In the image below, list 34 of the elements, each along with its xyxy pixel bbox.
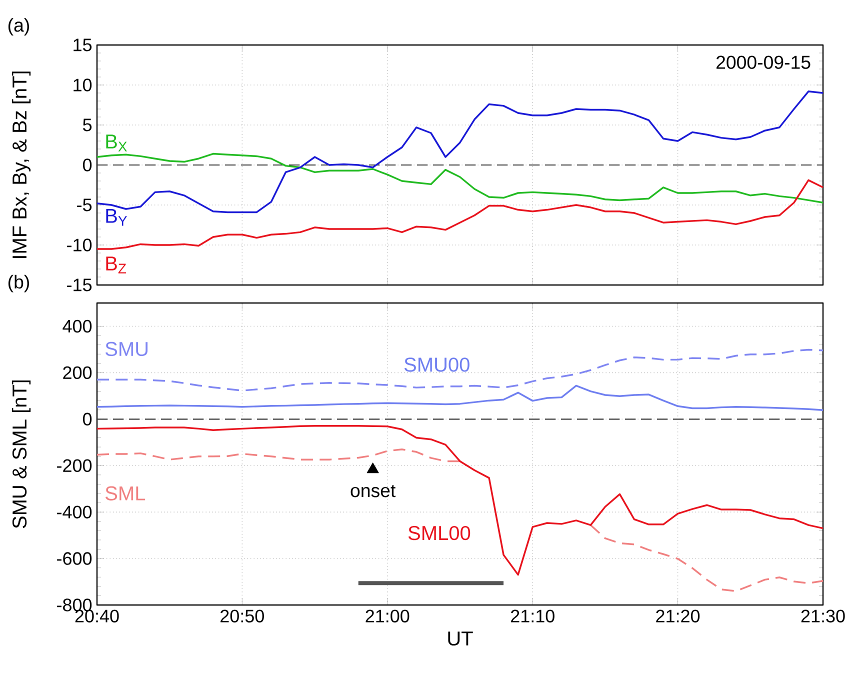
x-tick-label: 21:30 [801,610,845,622]
y-tick-label: -600 [57,552,92,565]
y-tick-label: -800 [57,598,92,612]
y-tick-label: -10 [67,238,92,252]
y-tick-label: 15 [74,38,92,52]
y-tick-label: 200 [63,366,92,380]
y-tick-label: 0 [82,412,92,426]
series-label: SML00 [408,526,470,540]
series-label: B$_{Z}$ [106,256,126,274]
series-label: SMU [106,342,148,356]
x-tick-label: 20:40 [75,610,119,622]
series-label: SML [106,486,146,500]
y-tick-label: 5 [82,118,92,132]
y-axis-title: IMF Bx, By, & Bz [nT] [12,72,31,258]
y-tick-label: -400 [57,506,92,518]
y-tick-label: 0 [82,158,92,172]
y-tick-label: -200 [57,459,92,472]
y-tick-label: 400 [62,320,92,333]
x-tick-label: 21:10 [511,610,554,622]
x-tick-label: 20:50 [220,610,264,622]
series-label: SMU00 [404,358,470,372]
x-axis-title: UT [448,632,473,646]
text: (b) [8,274,29,292]
annotation: 2000-09-15 [716,56,810,69]
series-label: B$_{Y}$ [106,209,127,226]
y-tick-label: -5 [77,198,92,212]
text: (a) [8,18,29,36]
x-tick-label: 21:00 [366,610,410,622]
annotation: onset [350,484,396,498]
y-tick-label: -15 [67,278,92,292]
x-tick-label: 21:20 [656,610,700,622]
y-axis-title: SMU & SML [nT] [12,380,31,528]
y-tick-label: 10 [74,78,92,92]
series-label: B$_{X}$ [106,134,127,152]
